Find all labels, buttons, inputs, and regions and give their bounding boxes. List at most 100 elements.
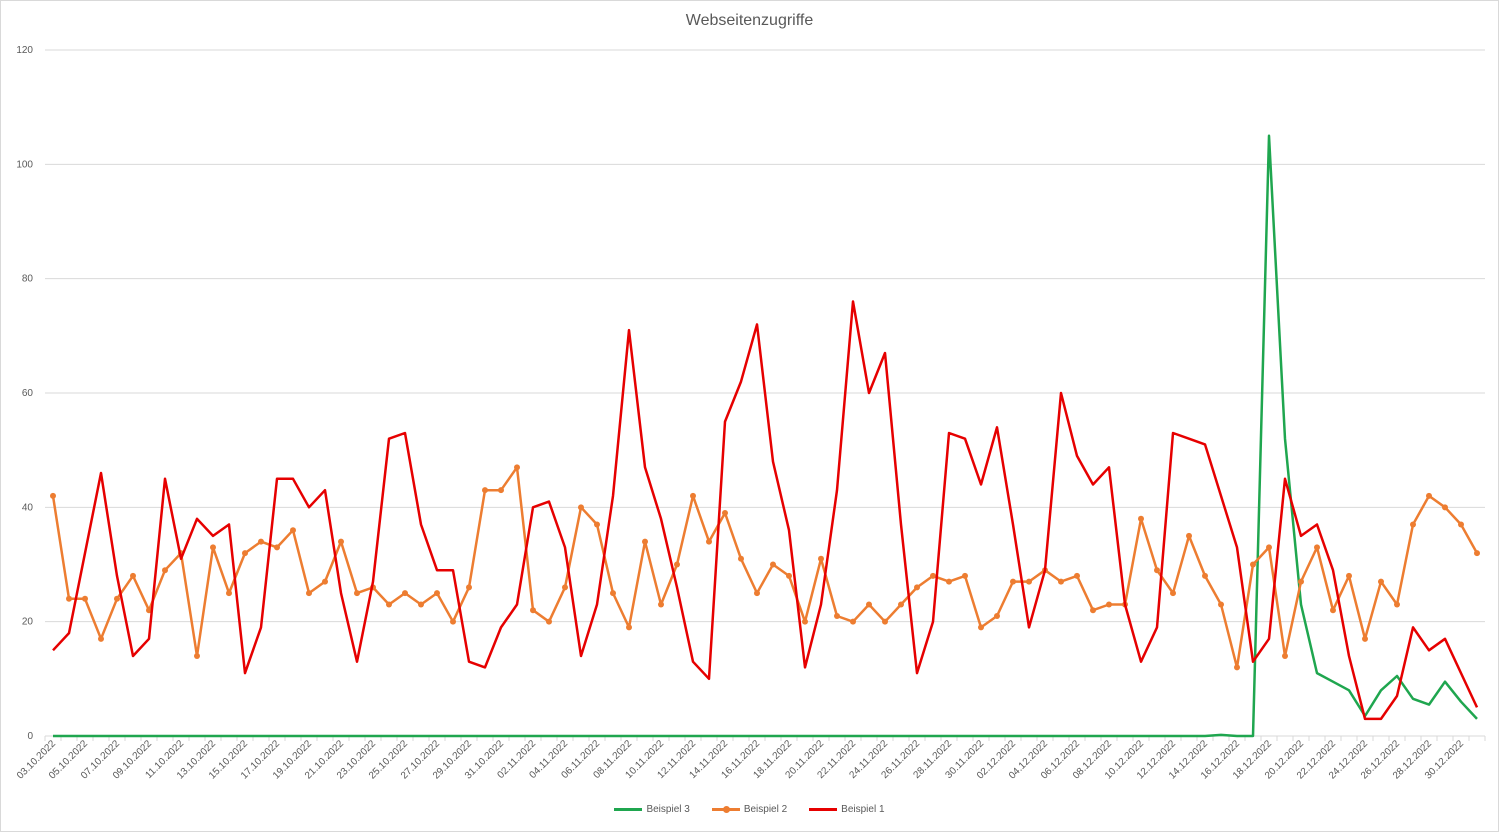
- y-tick-label: 80: [22, 274, 34, 285]
- data-point-beispiel-2: [82, 595, 88, 602]
- y-tick-label: 0: [27, 731, 33, 742]
- data-point-beispiel-2: [882, 618, 888, 625]
- data-point-beispiel-2: [1298, 578, 1304, 585]
- legend-item: Beispiel 3: [614, 804, 690, 815]
- data-point-beispiel-2: [914, 584, 920, 591]
- data-point-beispiel-2: [1250, 561, 1256, 568]
- data-point-beispiel-2: [930, 572, 936, 579]
- data-point-beispiel-2: [1218, 601, 1224, 608]
- data-point-beispiel-2: [242, 550, 248, 557]
- data-point-beispiel-2: [498, 487, 504, 494]
- series-line-beispiel-1: [52, 300, 1479, 721]
- data-point-beispiel-2: [514, 464, 520, 471]
- data-point-beispiel-2: [466, 584, 472, 591]
- series-line-beispiel-2: [51, 466, 1479, 669]
- data-point-beispiel-2: [834, 612, 840, 619]
- data-point-beispiel-2: [1410, 521, 1416, 528]
- data-point-beispiel-2: [1186, 532, 1192, 539]
- data-point-beispiel-2: [898, 601, 904, 608]
- y-tick-label: 40: [22, 502, 34, 513]
- data-point-beispiel-2: [1202, 572, 1208, 579]
- data-point-beispiel-2: [1314, 544, 1320, 551]
- data-point-beispiel-2: [338, 538, 344, 545]
- data-point-beispiel-2: [754, 590, 760, 597]
- data-point-beispiel-2: [738, 555, 744, 562]
- data-point-beispiel-2: [1234, 664, 1240, 671]
- data-point-beispiel-2: [66, 595, 72, 602]
- data-point-beispiel-2: [658, 601, 664, 608]
- data-point-beispiel-2: [1426, 492, 1432, 499]
- data-point-beispiel-2: [818, 555, 824, 562]
- data-point-beispiel-2: [770, 561, 776, 568]
- data-point-beispiel-2: [210, 544, 216, 551]
- data-point-beispiel-2: [130, 572, 136, 579]
- data-point-beispiel-2: [706, 538, 712, 545]
- data-point-beispiel-2: [482, 487, 488, 494]
- data-point-beispiel-2: [1378, 578, 1384, 585]
- data-point-beispiel-2: [402, 590, 408, 597]
- legend-marker: [722, 806, 730, 813]
- legend-swatch: [809, 808, 838, 811]
- data-point-beispiel-2: [1154, 567, 1160, 574]
- data-point-beispiel-2: [98, 635, 104, 642]
- data-point-beispiel-2: [386, 601, 392, 608]
- data-point-beispiel-2: [1346, 572, 1352, 579]
- data-point-beispiel-2: [962, 572, 968, 579]
- legend-item: Beispiel 1: [809, 804, 885, 815]
- data-point-beispiel-2: [1282, 652, 1288, 659]
- data-point-beispiel-2: [194, 652, 200, 659]
- data-point-beispiel-2: [1474, 550, 1480, 557]
- data-point-beispiel-2: [626, 624, 632, 631]
- data-point-beispiel-2: [802, 618, 808, 625]
- data-point-beispiel-2: [450, 618, 456, 625]
- legend-swatch: [711, 806, 740, 813]
- data-point-beispiel-2: [274, 544, 280, 551]
- y-tick-label: 20: [22, 617, 34, 628]
- data-point-beispiel-2: [562, 584, 568, 591]
- legend-label: Beispiel 1: [841, 804, 885, 815]
- y-tick-label: 120: [16, 45, 33, 56]
- data-point-beispiel-2: [1074, 572, 1080, 579]
- legend-item: Beispiel 2: [711, 804, 788, 815]
- data-point-beispiel-2: [578, 504, 584, 511]
- data-point-beispiel-2: [722, 510, 728, 517]
- data-point-beispiel-2: [674, 561, 680, 568]
- data-point-beispiel-2: [946, 578, 952, 585]
- data-point-beispiel-2: [1394, 601, 1400, 608]
- y-tick-label: 100: [16, 159, 33, 170]
- data-point-beispiel-2: [1170, 590, 1176, 597]
- chart-title: Webseitenzugriffe: [685, 12, 814, 29]
- data-point-beispiel-2: [1442, 504, 1448, 511]
- data-point-beispiel-2: [546, 618, 552, 625]
- data-point-beispiel-2: [162, 567, 168, 574]
- data-point-beispiel-2: [114, 595, 120, 602]
- data-point-beispiel-2: [642, 538, 648, 545]
- y-tick-label: 60: [22, 388, 34, 399]
- data-point-beispiel-2: [594, 521, 600, 528]
- data-point-beispiel-2: [1458, 521, 1464, 528]
- data-point-beispiel-2: [786, 572, 792, 579]
- data-point-beispiel-2: [1138, 515, 1144, 522]
- data-point-beispiel-2: [994, 612, 1000, 619]
- data-point-beispiel-2: [290, 527, 296, 534]
- series-line-beispiel-3: [53, 134, 1478, 738]
- data-point-beispiel-2: [1106, 601, 1112, 608]
- data-point-beispiel-2: [354, 590, 360, 597]
- data-point-beispiel-2: [1010, 578, 1016, 585]
- data-point-beispiel-2: [1362, 635, 1368, 642]
- data-point-beispiel-2: [530, 607, 536, 614]
- data-point-beispiel-2: [690, 492, 696, 499]
- data-point-beispiel-2: [258, 538, 264, 545]
- data-point-beispiel-2: [866, 601, 872, 608]
- legend-label: Beispiel 2: [743, 804, 788, 815]
- data-point-beispiel-2: [1026, 578, 1032, 585]
- data-point-beispiel-2: [850, 618, 856, 625]
- data-point-beispiel-2: [1266, 544, 1272, 551]
- data-point-beispiel-2: [306, 590, 312, 597]
- legend-label: Beispiel 3: [646, 804, 690, 815]
- data-point-beispiel-2: [434, 590, 440, 597]
- data-point-beispiel-2: [226, 590, 232, 597]
- data-point-beispiel-2: [1058, 578, 1064, 585]
- chart-legend: Beispiel 3 Beispiel 2 Beispiel 1: [0, 804, 1499, 815]
